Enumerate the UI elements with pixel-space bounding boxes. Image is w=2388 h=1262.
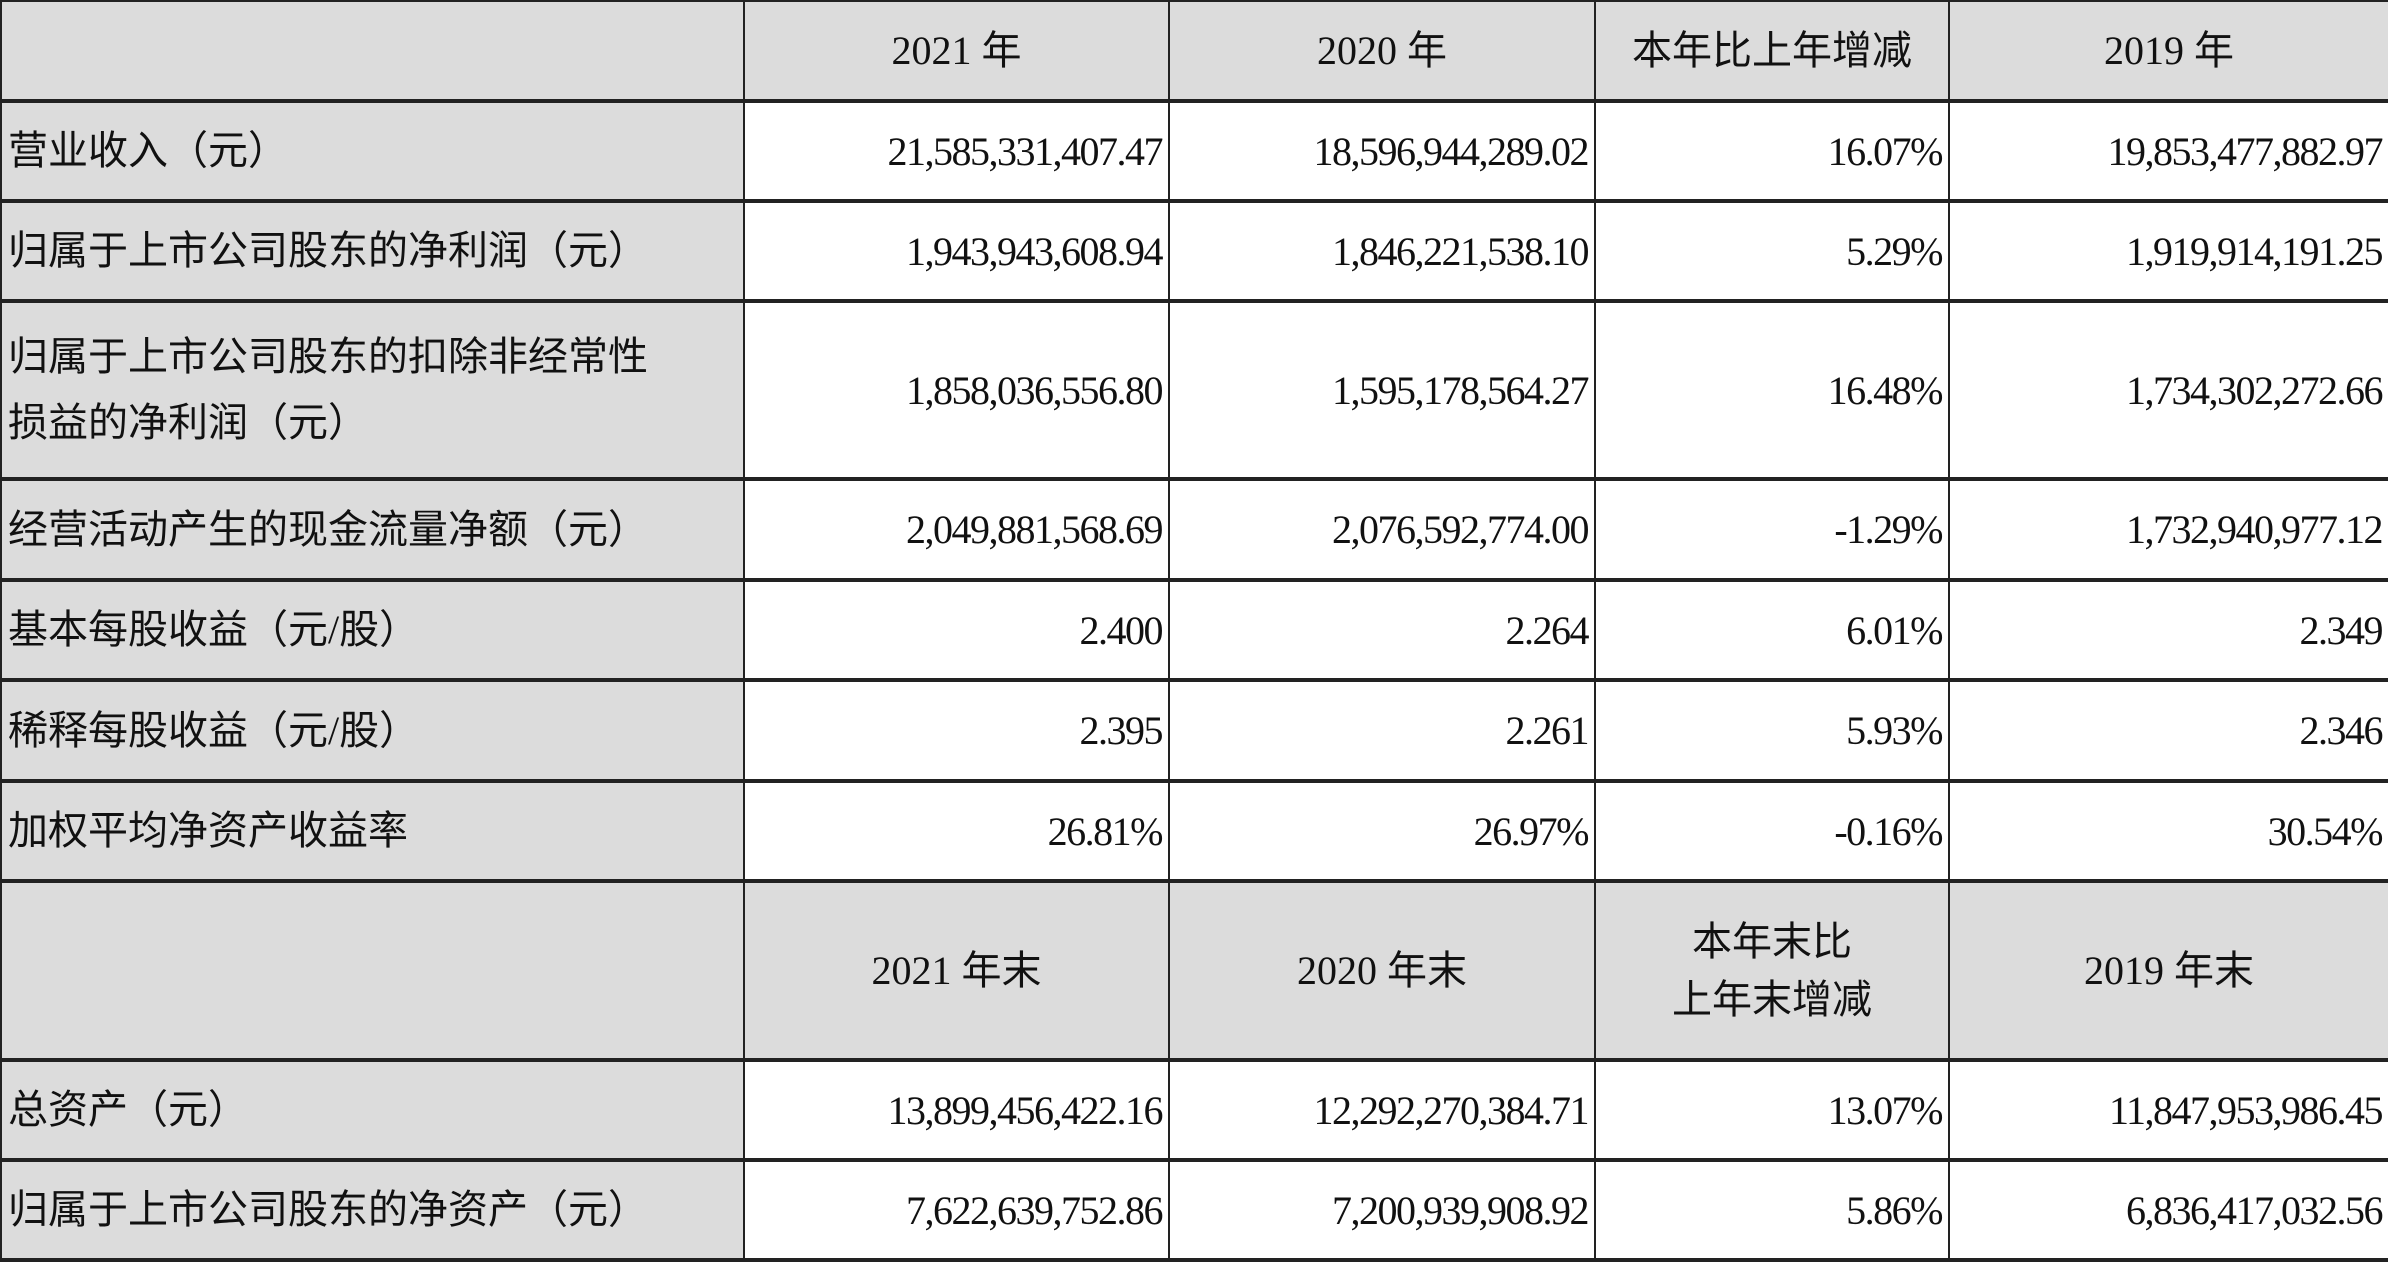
table-row: 加权平均净资产收益率 26.81% 26.97% -0.16% 30.54% xyxy=(0,779,2388,883)
header-cell: 2020 年末 xyxy=(1168,879,1596,1062)
value-cell: 18,596,944,289.02 xyxy=(1168,99,1596,203)
value-cell: 26.97% xyxy=(1168,779,1596,883)
row-label-line: 归属于上市公司股东的扣除非经常性 xyxy=(8,334,648,379)
table-row: 归属于上市公司股东的净资产（元） 7,622,639,752.86 7,200,… xyxy=(0,1158,2388,1262)
value-cell: 1,734,302,272.66 xyxy=(1948,299,2388,481)
header-cell: 2020 年 xyxy=(1168,0,1596,103)
header-cell: 2021 年 xyxy=(743,0,1170,103)
value-cell: 13,899,456,422.16 xyxy=(743,1058,1170,1162)
header-cell xyxy=(0,0,745,103)
value-cell: 7,200,939,908.92 xyxy=(1168,1158,1596,1262)
table-row: 总资产（元） 13,899,456,422.16 12,292,270,384.… xyxy=(0,1058,2388,1162)
value-cell: 2.349 xyxy=(1948,578,2388,682)
header-cell xyxy=(0,879,745,1062)
row-label: 稀释每股收益（元/股） xyxy=(0,678,745,783)
row-label: 基本每股收益（元/股） xyxy=(0,578,745,682)
value-cell: 2.264 xyxy=(1168,578,1596,682)
value-cell: 13.07% xyxy=(1594,1058,1950,1162)
header-line: 本年末比 xyxy=(1692,918,1852,964)
row-label-line: 损益的净利润（元） xyxy=(8,400,368,445)
row-label: 总资产（元） xyxy=(0,1058,745,1162)
row-label: 加权平均净资产收益率 xyxy=(0,779,745,883)
value-cell: 1,943,943,608.94 xyxy=(743,199,1170,303)
value-cell: 5.93% xyxy=(1594,678,1950,783)
value-cell: 2.400 xyxy=(743,578,1170,682)
value-cell: -1.29% xyxy=(1594,477,1950,582)
header-cell: 2019 年末 xyxy=(1948,879,2388,1062)
table-row: 基本每股收益（元/股） 2.400 2.264 6.01% 2.349 xyxy=(0,578,2388,682)
value-cell: 1,732,940,977.12 xyxy=(1948,477,2388,582)
value-cell: 21,585,331,407.47 xyxy=(743,99,1170,203)
value-cell: 2.395 xyxy=(743,678,1170,783)
header-cell: 2019 年 xyxy=(1948,0,2388,103)
value-cell: 1,846,221,538.10 xyxy=(1168,199,1596,303)
row-label: 归属于上市公司股东的扣除非经常性 损益的净利润（元） xyxy=(0,299,745,481)
value-cell: 7,622,639,752.86 xyxy=(743,1158,1170,1262)
row-label: 经营活动产生的现金流量净额（元） xyxy=(0,477,745,582)
value-cell: 12,292,270,384.71 xyxy=(1168,1058,1596,1162)
value-cell: 16.48% xyxy=(1594,299,1950,481)
header-line: 上年末增减 xyxy=(1672,976,1872,1022)
value-cell: 1,858,036,556.80 xyxy=(743,299,1170,481)
header-row: 2021 年 2020 年 本年比上年增减 2019 年 xyxy=(0,0,2388,103)
value-cell: 1,595,178,564.27 xyxy=(1168,299,1596,481)
value-cell: 26.81% xyxy=(743,779,1170,883)
header-cell: 本年末比 上年末增减 xyxy=(1594,879,1950,1062)
row-label: 归属于上市公司股东的净利润（元） xyxy=(0,199,745,303)
value-cell: 16.07% xyxy=(1594,99,1950,203)
value-cell: 2,076,592,774.00 xyxy=(1168,477,1596,582)
value-cell: 1,919,914,191.25 xyxy=(1948,199,2388,303)
table-row: 归属于上市公司股东的净利润（元） 1,943,943,608.94 1,846,… xyxy=(0,199,2388,303)
value-cell: -0.16% xyxy=(1594,779,1950,883)
value-cell: 11,847,953,986.45 xyxy=(1948,1058,2388,1162)
table-row: 营业收入（元） 21,585,331,407.47 18,596,944,289… xyxy=(0,99,2388,203)
header-row-2: 2021 年末 2020 年末 本年末比 上年末增减 2019 年末 xyxy=(0,879,2388,1062)
header-cell: 2021 年末 xyxy=(743,879,1170,1062)
value-cell: 2.261 xyxy=(1168,678,1596,783)
header-cell: 本年比上年增减 xyxy=(1594,0,1950,103)
value-cell: 5.86% xyxy=(1594,1158,1950,1262)
value-cell: 5.29% xyxy=(1594,199,1950,303)
value-cell: 19,853,477,882.97 xyxy=(1948,99,2388,203)
value-cell: 6.01% xyxy=(1594,578,1950,682)
value-cell: 6,836,417,032.56 xyxy=(1948,1158,2388,1262)
table-row: 稀释每股收益（元/股） 2.395 2.261 5.93% 2.346 xyxy=(0,678,2388,783)
row-label: 营业收入（元） xyxy=(0,99,745,203)
value-cell: 30.54% xyxy=(1948,779,2388,883)
table-row: 经营活动产生的现金流量净额（元） 2,049,881,568.69 2,076,… xyxy=(0,477,2388,582)
value-cell: 2.346 xyxy=(1948,678,2388,783)
row-label: 归属于上市公司股东的净资产（元） xyxy=(0,1158,745,1262)
table-row: 归属于上市公司股东的扣除非经常性 损益的净利润（元） 1,858,036,556… xyxy=(0,299,2388,481)
value-cell: 2,049,881,568.69 xyxy=(743,477,1170,582)
